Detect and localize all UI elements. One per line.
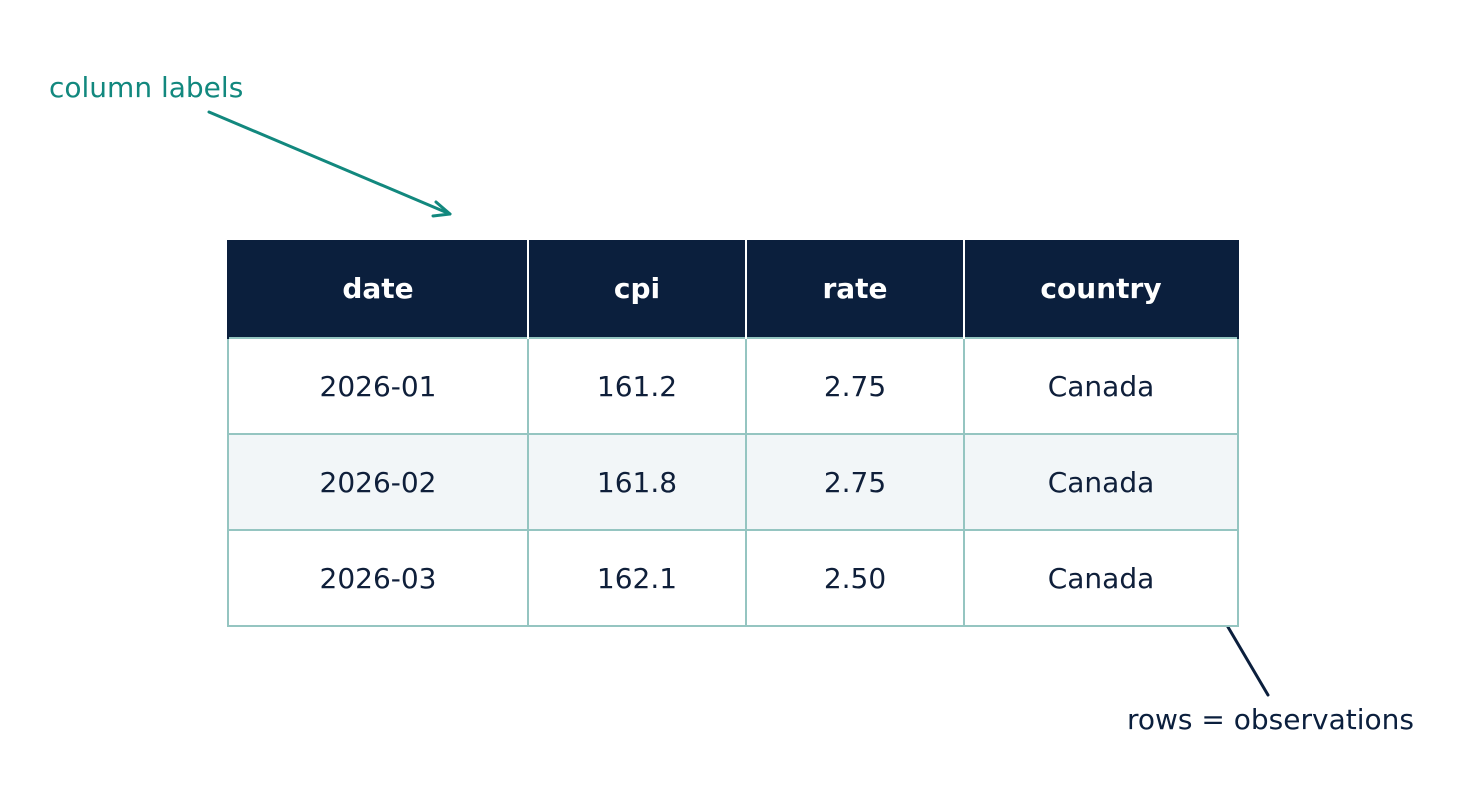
header-country: country bbox=[963, 240, 1239, 338]
cell-date: 2026-02 bbox=[227, 433, 529, 531]
cell-date: 2026-03 bbox=[227, 529, 529, 627]
table-row: 2026-01 161.2 2.75 Canada bbox=[227, 337, 1239, 435]
cell-rate: 2.75 bbox=[745, 433, 965, 531]
cell-country: Canada bbox=[963, 529, 1239, 627]
header-rate: rate bbox=[745, 240, 965, 338]
header-date: date bbox=[227, 240, 529, 338]
header-row: date cpi rate country bbox=[227, 240, 1239, 338]
data-table: date cpi rate country 2026-01 161.2 2.75… bbox=[227, 240, 1239, 627]
cell-rate: 2.50 bbox=[745, 529, 965, 627]
cell-cpi: 161.2 bbox=[527, 337, 747, 435]
cell-cpi: 162.1 bbox=[527, 529, 747, 627]
cell-date: 2026-01 bbox=[227, 337, 529, 435]
cell-country: Canada bbox=[963, 337, 1239, 435]
cell-cpi: 161.8 bbox=[527, 433, 747, 531]
rows-observations-annotation: rows = observations bbox=[1127, 703, 1414, 736]
header-cpi: cpi bbox=[527, 240, 747, 338]
table-row: 2026-02 161.8 2.75 Canada bbox=[227, 433, 1239, 531]
table-row: 2026-03 162.1 2.50 Canada bbox=[227, 529, 1239, 627]
column-labels-arrow bbox=[207, 110, 452, 218]
column-labels-annotation: column labels bbox=[49, 71, 244, 104]
cell-rate: 2.75 bbox=[745, 337, 965, 435]
cell-country: Canada bbox=[963, 433, 1239, 531]
